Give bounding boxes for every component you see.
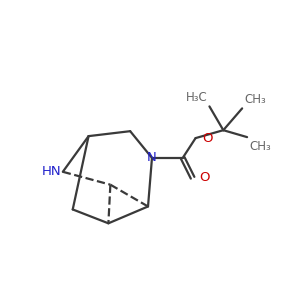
Text: H₃C: H₃C [186, 92, 208, 104]
Text: O: O [200, 171, 210, 184]
Text: O: O [202, 132, 213, 145]
Text: CH₃: CH₃ [244, 93, 266, 106]
Text: N: N [147, 152, 157, 164]
Text: CH₃: CH₃ [249, 140, 271, 153]
Text: HN: HN [42, 165, 62, 178]
